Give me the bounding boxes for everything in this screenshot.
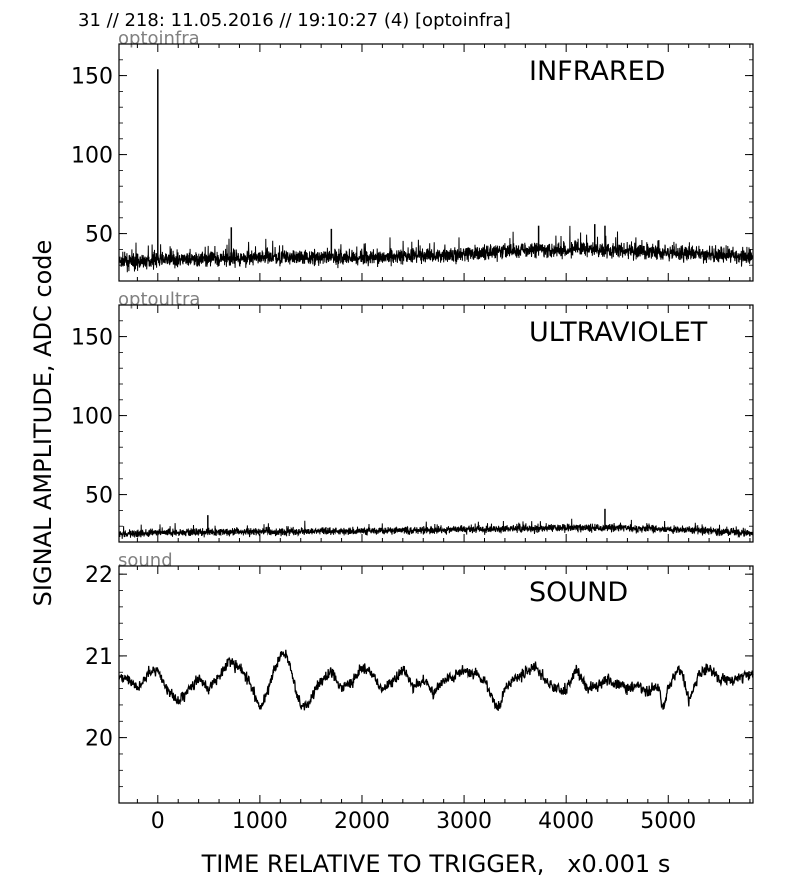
y-tick-label-optoultra-2: 150 — [71, 326, 113, 351]
series-line-optoultra — [118, 518, 754, 539]
x-tick-label-3: 3000 — [436, 809, 492, 834]
infrared-series-group — [118, 69, 754, 273]
x-tick-label-0: 0 — [151, 809, 165, 834]
series-line-sound — [118, 649, 754, 711]
figure-header: 31 // 218: 11.05.2016 // 19:10:27 (4) [o… — [78, 10, 511, 31]
y-tick-label-optoultra-0: 50 — [85, 484, 113, 509]
panel-label-infrared: INFRARED — [529, 56, 665, 87]
x-tick-label-2: 2000 — [334, 809, 390, 834]
x-tick-labels: 0 1000 2000 3000 4000 5000 — [151, 809, 696, 834]
x-tick-label-1: 1000 — [232, 809, 288, 834]
sound-series-group — [118, 649, 754, 711]
y-axis-title: SIGNAL AMPLITUDE, ADC code — [29, 240, 57, 607]
panel-tag-optoultra: optoultra — [118, 289, 200, 310]
panel-tag-sound: sound — [118, 550, 173, 571]
ultraviolet-ticks-group: 50 100 150 — [71, 304, 753, 543]
panel-label-ultraviolet: ULTRAVIOLET — [529, 317, 708, 348]
y-tick-label-optoinfra-0: 50 — [85, 223, 113, 248]
y-tick-label-sound-2: 22 — [85, 563, 113, 588]
panel-sound: sound 20 21 22 SOUND — [85, 550, 754, 804]
panel-tag-optoinfra: optoinfra — [118, 28, 200, 49]
series-line-optoinfra — [118, 225, 754, 273]
y-tick-label-sound-0: 20 — [85, 727, 113, 752]
y-tick-label-optoinfra-2: 150 — [71, 65, 113, 90]
plot-frame-infrared — [118, 43, 754, 282]
y-tick-label-optoultra-1: 100 — [71, 405, 113, 430]
plot-frame-sound — [118, 565, 754, 804]
infrared-ticks-group: 50 100 150 — [71, 43, 753, 282]
panel-ultraviolet: optoultra 50 100 150 ULTRAVIOLET — [71, 289, 754, 543]
plot-frame-ultraviolet — [118, 304, 754, 543]
panel-infrared: optoinfra 50 100 150 INFRARED — [71, 28, 754, 282]
ultraviolet-series-group — [118, 508, 754, 539]
sound-ticks-group: 20 21 22 — [85, 563, 753, 804]
x-axis-title: TIME RELATIVE TO TRIGGER, x0.001 s — [201, 850, 671, 878]
x-tick-label-4: 4000 — [538, 809, 594, 834]
x-tick-label-5: 5000 — [640, 809, 696, 834]
y-tick-label-sound-1: 21 — [85, 645, 113, 670]
panel-label-sound: SOUND — [529, 577, 628, 608]
y-tick-label-optoinfra-1: 100 — [71, 144, 113, 169]
